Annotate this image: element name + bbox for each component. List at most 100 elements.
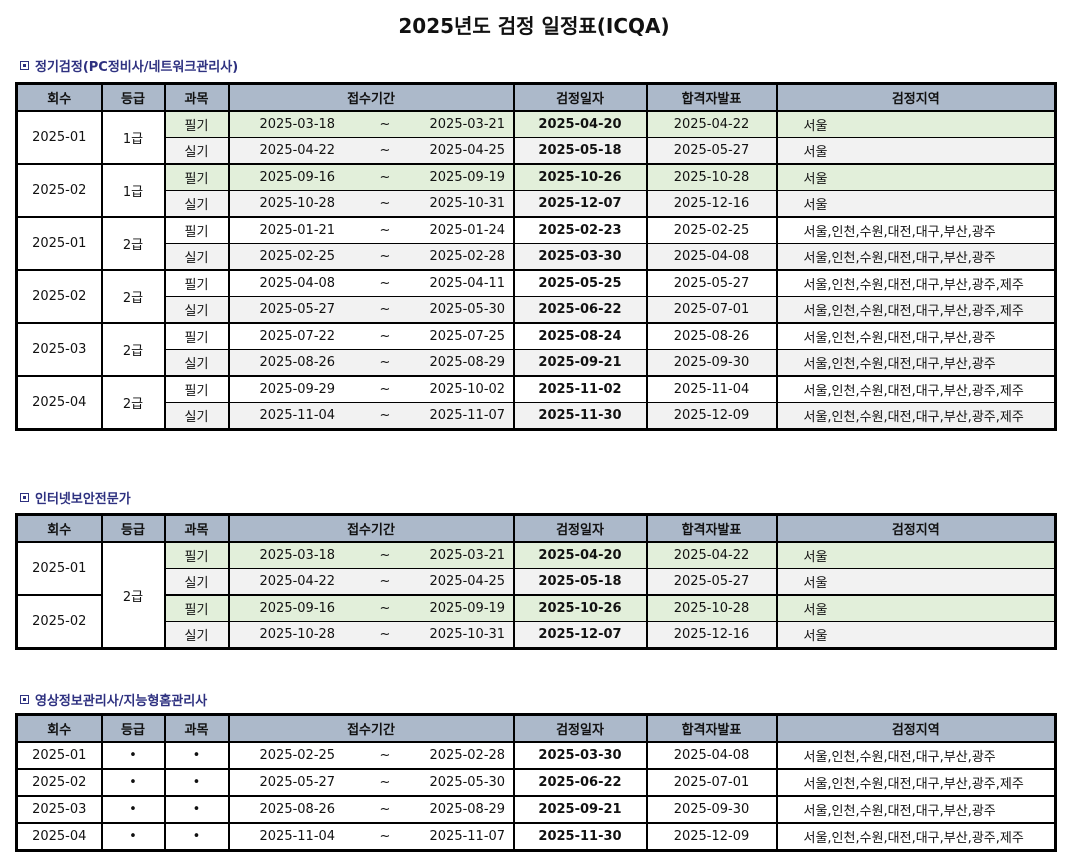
exam-date-cell: 2025-02-23 <box>512 216 648 244</box>
period-end: 2025-01-24 <box>429 223 506 238</box>
table-row: 실기 2025-10-28 ~2025-10-31 2025-12-07 2025-12… <box>17 190 1057 218</box>
period-end: 2025-04-25 <box>429 143 506 158</box>
grade-cell: • <box>100 741 166 770</box>
period-tilde: ~ <box>379 802 391 817</box>
exam-date-cell: 2025-08-24 <box>512 322 648 350</box>
grade-cell: 2급 <box>100 269 166 324</box>
grade-cell: • <box>100 822 166 852</box>
exam-date-cell: 2025-03-30 <box>512 243 648 271</box>
period-end: 2025-09-19 <box>429 170 506 185</box>
grade-cell: 1급 <box>100 110 166 165</box>
announce-cell: 2025-12-09 <box>645 402 778 431</box>
table-row: 실기 2025-02-25 ~2025-02-28 2025-03-30 2025-04… <box>17 243 1057 271</box>
announce-cell: 2025-11-04 <box>645 375 778 403</box>
period-end: 2025-02-28 <box>429 249 506 264</box>
exam-date-cell: 2025-11-30 <box>512 822 648 852</box>
round-cell: 2025-02 <box>15 768 103 797</box>
period-cell: 2025-04-22 ~2025-04-25 <box>227 137 515 165</box>
period-tilde: ~ <box>379 223 391 238</box>
schedule-table: 회수 등급 과목 접수기간 검정일자 합격자발표 검정지역 2025-01 • • 2025-02-… <box>15 713 1057 852</box>
period-start: 2025-04-22 <box>259 143 336 158</box>
period-tilde: ~ <box>379 574 391 589</box>
grade-cell: • <box>100 795 166 824</box>
section-title: 정기검정(PC정비사/네트워크관리사) <box>20 56 238 75</box>
period-start: 2025-11-04 <box>259 829 336 844</box>
period-end: 2025-07-25 <box>429 329 506 344</box>
period-end: 2025-10-02 <box>429 382 506 397</box>
subject-cell: 실기 <box>163 402 230 431</box>
header-row: 회수 등급 과목 접수기간 검정일자 합격자발표 검정지역 <box>15 513 1057 543</box>
square-bullet-icon <box>20 493 29 502</box>
period-start: 2025-09-29 <box>259 382 336 397</box>
period-start: 2025-03-18 <box>259 548 336 563</box>
section-title: 인터넷보안전문가 <box>20 488 131 507</box>
announce-cell: 2025-12-16 <box>645 621 778 650</box>
exam-date-cell: 2025-10-26 <box>512 594 648 622</box>
subject-cell: • <box>163 822 230 852</box>
section-title-text: 정기검정(PC정비사/네트워크관리사) <box>35 60 239 75</box>
period-tilde: ~ <box>379 382 391 397</box>
table-row: 2025-02 1급 필기 2025-09-16 ~2025-09-19 2025-10-… <box>15 163 1057 218</box>
period-start: 2025-11-04 <box>259 408 336 423</box>
announce-cell: 2025-12-09 <box>645 822 778 852</box>
period-cell: 2025-01-21 ~2025-01-24 <box>227 216 515 244</box>
period-end: 2025-10-31 <box>429 627 506 642</box>
table-row: 2025-01 1급 필기 2025-03-18 ~2025-03-21 2025-04-… <box>15 110 1057 165</box>
announce-cell: 2025-02-25 <box>645 216 778 244</box>
period-start: 2025-04-22 <box>259 574 336 589</box>
table-row: 2025-02 • • 2025-05-27 ~2025-05-30 2025-06-22… <box>15 768 1057 797</box>
period-cell: 2025-08-26 ~2025-08-29 <box>227 349 515 377</box>
header-period: 접수기간 <box>227 513 515 543</box>
exam-date-cell: 2025-04-20 <box>512 110 648 138</box>
header-exam-date: 검정일자 <box>512 82 648 112</box>
header-round: 회수 <box>15 713 103 743</box>
exam-date-cell: 2025-09-21 <box>512 349 648 377</box>
header-round: 회수 <box>15 513 103 543</box>
subject-cell: 실기 <box>163 243 230 271</box>
header-announce: 합격자발표 <box>645 713 778 743</box>
region-cell: 서울,인천,수원,대전,대구,부산,광주,제주 <box>775 375 1057 403</box>
grade-cell: • <box>100 768 166 797</box>
period-cell: 2025-09-16 ~2025-09-19 <box>227 163 515 191</box>
table-row: 실기 2025-04-22 ~2025-04-25 2025-05-18 2025-05… <box>17 137 1057 165</box>
announce-cell: 2025-09-30 <box>645 795 778 824</box>
grade-cell: 2급 <box>100 322 166 377</box>
region-cell: 서울,인천,수원,대전,대구,부산,광주 <box>775 349 1057 377</box>
section-title: 영상정보관리사/지능형홈관리사 <box>20 690 207 709</box>
header-grade: 등급 <box>100 513 166 543</box>
header-subject: 과목 <box>163 713 230 743</box>
exam-date-cell: 2025-05-18 <box>512 568 648 596</box>
region-cell: 서울 <box>775 621 1057 650</box>
period-tilde: ~ <box>379 355 391 370</box>
period-tilde: ~ <box>379 329 391 344</box>
period-cell: 2025-03-18 ~2025-03-21 <box>227 541 515 569</box>
period-cell: 2025-09-16 ~2025-09-19 <box>227 594 515 622</box>
region-cell: 서울,인천,수원,대전,대구,부산,광주 <box>775 322 1057 350</box>
header-exam-date: 검정일자 <box>512 713 648 743</box>
period-start: 2025-08-26 <box>259 802 336 817</box>
announce-cell: 2025-08-26 <box>645 322 778 350</box>
period-end: 2025-10-31 <box>429 196 506 211</box>
exam-date-cell: 2025-04-20 <box>512 541 648 569</box>
period-end: 2025-11-07 <box>429 829 506 844</box>
round-cell: 2025-04 <box>15 822 103 852</box>
subject-cell: 필기 <box>163 594 230 622</box>
round-cell: 2025-03 <box>15 322 103 377</box>
period-end: 2025-02-28 <box>429 748 506 763</box>
announce-cell: 2025-07-01 <box>645 768 778 797</box>
region-cell: 서울 <box>775 163 1057 191</box>
period-cell: 2025-11-04 ~2025-11-07 <box>227 822 515 852</box>
region-cell: 서울 <box>775 568 1057 596</box>
announce-cell: 2025-10-28 <box>645 163 778 191</box>
table-row: 2025-04 • • 2025-11-04 ~2025-11-07 2025-11-30… <box>15 822 1057 852</box>
period-start: 2025-02-25 <box>259 249 336 264</box>
period-tilde: ~ <box>379 775 391 790</box>
round-cell: 2025-02 <box>15 594 103 650</box>
schedule-table: 회수 등급 과목 접수기간 검정일자 합격자발표 검정지역 2025-01 1급 필기 2025-0… <box>15 82 1057 431</box>
square-bullet-icon <box>20 695 29 704</box>
header-round: 회수 <box>15 82 103 112</box>
period-tilde: ~ <box>379 829 391 844</box>
period-tilde: ~ <box>379 748 391 763</box>
region-cell: 서울,인천,수원,대전,대구,부산,광주,제주 <box>775 296 1057 324</box>
header-announce: 합격자발표 <box>645 82 778 112</box>
